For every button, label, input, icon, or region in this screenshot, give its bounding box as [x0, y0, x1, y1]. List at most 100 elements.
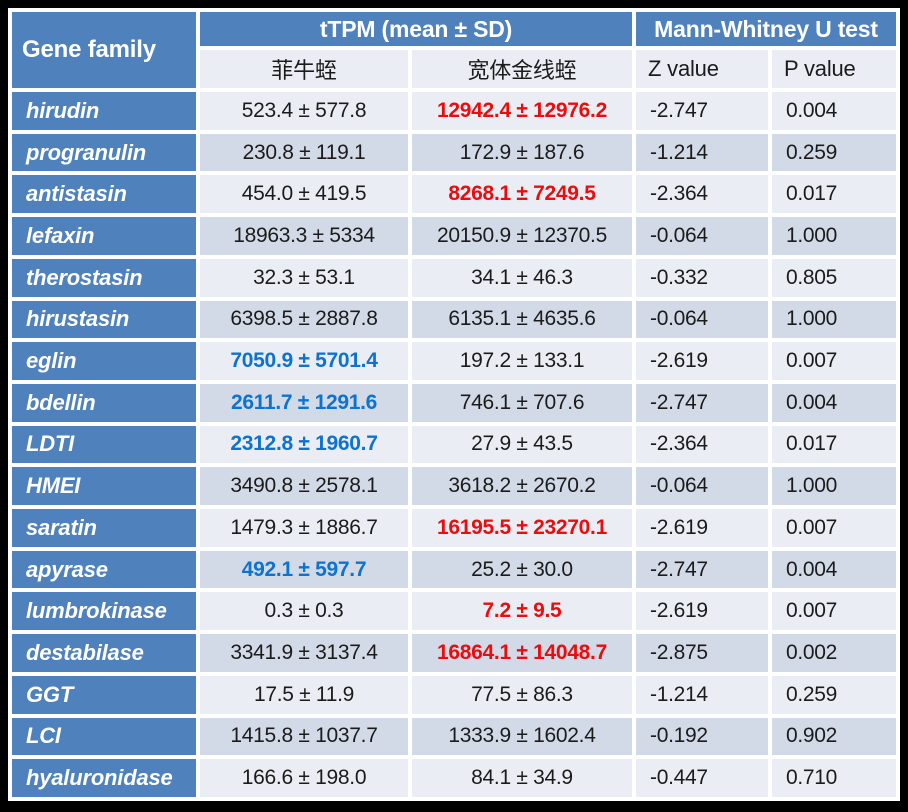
p-value-cell: 0.004: [772, 92, 896, 130]
header-row-groups: Gene family tTPM (mean ± SD) Mann-Whitne…: [12, 12, 896, 88]
z-value-cell: -1.214: [636, 133, 768, 172]
species-1-value-cell: 523.4 ± 577.8: [200, 92, 408, 130]
z-value-cell: -2.619: [636, 342, 768, 380]
table-row: LCI 1415.8 ± 1037.7 1333.9 ± 1602.4 -0.1…: [12, 717, 896, 756]
gene-name-cell: hyaluronidase: [12, 759, 196, 797]
z-value-cell: -0.332: [636, 258, 768, 297]
gene-name-cell: destabilase: [12, 634, 196, 672]
p-value-header: P value: [772, 50, 896, 88]
gene-name-cell: apyrase: [12, 550, 196, 589]
species-2-value-cell: 3618.2 ± 2670.2: [412, 467, 632, 506]
mann-whitney-group-header: Mann-Whitney U test: [636, 12, 896, 46]
table-row: GGT 17.5 ± 11.9 77.5 ± 86.3 -1.214 0.259: [12, 675, 896, 714]
table-row: hirudin 523.4 ± 577.8 12942.4 ± 12976.2 …: [12, 92, 896, 130]
species-2-value-cell: 746.1 ± 707.6: [412, 383, 632, 422]
p-value-cell: 0.902: [772, 717, 896, 756]
table-frame: Gene family tTPM (mean ± SD) Mann-Whitne…: [8, 8, 900, 801]
p-value-cell: 0.259: [772, 675, 896, 714]
species-1-value-cell: 3341.9 ± 3137.4: [200, 634, 408, 672]
gene-name-cell: lumbrokinase: [12, 592, 196, 631]
species-2-value-cell: 77.5 ± 86.3: [412, 675, 632, 714]
table-row: lumbrokinase 0.3 ± 0.3 7.2 ± 9.5 -2.619 …: [12, 592, 896, 631]
table-row: hyaluronidase 166.6 ± 198.0 84.1 ± 34.9 …: [12, 759, 896, 797]
p-value-cell: 0.805: [772, 258, 896, 297]
gene-name-cell: bdellin: [12, 383, 196, 422]
p-value-cell: 0.007: [772, 592, 896, 631]
table-row: LDTI 2312.8 ± 1960.7 27.9 ± 43.5 -2.364 …: [12, 425, 896, 464]
z-value-cell: -2.364: [636, 175, 768, 214]
z-value-cell: -0.064: [636, 467, 768, 506]
species-2-value-cell: 12942.4 ± 12976.2: [412, 92, 632, 130]
species-2-header: 宽体金线蛭: [412, 50, 632, 88]
species-1-value-cell: 17.5 ± 11.9: [200, 675, 408, 714]
table-header: Gene family tTPM (mean ± SD) Mann-Whitne…: [12, 12, 896, 88]
z-value-header: Z value: [636, 50, 768, 88]
z-value-cell: -2.747: [636, 92, 768, 130]
species-2-value-cell: 6135.1 ± 4635.6: [412, 300, 632, 339]
gene-name-cell: GGT: [12, 675, 196, 714]
p-value-cell: 0.007: [772, 509, 896, 547]
species-2-value-cell: 172.9 ± 187.6: [412, 133, 632, 172]
species-1-value-cell: 7050.9 ± 5701.4: [200, 342, 408, 380]
species-2-value-cell: 16864.1 ± 14048.7: [412, 634, 632, 672]
species-1-value-cell: 230.8 ± 119.1: [200, 133, 408, 172]
gene-name-cell: hirudin: [12, 92, 196, 130]
species-1-value-cell: 6398.5 ± 2887.8: [200, 300, 408, 339]
p-value-cell: 1.000: [772, 217, 896, 255]
gene-name-cell: hirustasin: [12, 300, 196, 339]
table-row: apyrase 492.1 ± 597.7 25.2 ± 30.0 -2.747…: [12, 550, 896, 589]
table-row: hirustasin 6398.5 ± 2887.8 6135.1 ± 4635…: [12, 300, 896, 339]
z-value-cell: -0.064: [636, 217, 768, 255]
table-row: destabilase 3341.9 ± 3137.4 16864.1 ± 14…: [12, 634, 896, 672]
table-row: bdellin 2611.7 ± 1291.6 746.1 ± 707.6 -2…: [12, 383, 896, 422]
species-1-value-cell: 492.1 ± 597.7: [200, 550, 408, 589]
table-row: antistasin 454.0 ± 419.5 8268.1 ± 7249.5…: [12, 175, 896, 214]
species-2-value-cell: 84.1 ± 34.9: [412, 759, 632, 797]
species-1-value-cell: 0.3 ± 0.3: [200, 592, 408, 631]
species-1-value-cell: 2611.7 ± 1291.6: [200, 383, 408, 422]
species-1-header: 菲牛蛭: [200, 50, 408, 88]
species-2-value-cell: 34.1 ± 46.3: [412, 258, 632, 297]
p-value-cell: 0.017: [772, 425, 896, 464]
gene-name-cell: LDTI: [12, 425, 196, 464]
z-value-cell: -2.364: [636, 425, 768, 464]
z-value-cell: -2.747: [636, 550, 768, 589]
z-value-cell: -2.619: [636, 509, 768, 547]
gene-family-header: Gene family: [12, 12, 196, 88]
species-1-value-cell: 1415.8 ± 1037.7: [200, 717, 408, 756]
header-row-subcolumns: 菲牛蛭 宽体金线蛭 Z value P value: [12, 50, 896, 88]
table-row: eglin 7050.9 ± 5701.4 197.2 ± 133.1 -2.6…: [12, 342, 896, 380]
gene-family-expression-table: Gene family tTPM (mean ± SD) Mann-Whitne…: [8, 8, 900, 801]
z-value-cell: -1.214: [636, 675, 768, 714]
gene-name-cell: therostasin: [12, 258, 196, 297]
z-value-cell: -0.064: [636, 300, 768, 339]
p-value-cell: 0.017: [772, 175, 896, 214]
gene-name-cell: eglin: [12, 342, 196, 380]
table-body: hirudin 523.4 ± 577.8 12942.4 ± 12976.2 …: [12, 92, 896, 797]
species-1-value-cell: 166.6 ± 198.0: [200, 759, 408, 797]
gene-name-cell: LCI: [12, 717, 196, 756]
p-value-cell: 0.004: [772, 383, 896, 422]
gene-name-cell: antistasin: [12, 175, 196, 214]
species-1-value-cell: 3490.8 ± 2578.1: [200, 467, 408, 506]
species-1-value-cell: 18963.3 ± 5334: [200, 217, 408, 255]
p-value-cell: 0.259: [772, 133, 896, 172]
z-value-cell: -2.747: [636, 383, 768, 422]
species-2-value-cell: 25.2 ± 30.0: [412, 550, 632, 589]
species-2-value-cell: 197.2 ± 133.1: [412, 342, 632, 380]
z-value-cell: -2.875: [636, 634, 768, 672]
species-1-value-cell: 1479.3 ± 1886.7: [200, 509, 408, 547]
species-2-value-cell: 16195.5 ± 23270.1: [412, 509, 632, 547]
species-1-value-cell: 2312.8 ± 1960.7: [200, 425, 408, 464]
p-value-cell: 1.000: [772, 467, 896, 506]
gene-name-cell: progranulin: [12, 133, 196, 172]
p-value-cell: 0.007: [772, 342, 896, 380]
species-1-value-cell: 32.3 ± 53.1: [200, 258, 408, 297]
z-value-cell: -0.192: [636, 717, 768, 756]
p-value-cell: 0.002: [772, 634, 896, 672]
species-2-value-cell: 7.2 ± 9.5: [412, 592, 632, 631]
table-row: saratin 1479.3 ± 1886.7 16195.5 ± 23270.…: [12, 509, 896, 547]
p-value-cell: 0.004: [772, 550, 896, 589]
z-value-cell: -0.447: [636, 759, 768, 797]
gene-name-cell: lefaxin: [12, 217, 196, 255]
